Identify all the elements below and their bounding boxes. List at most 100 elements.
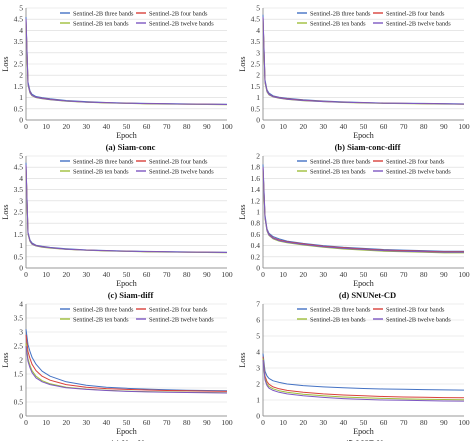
x-tick-label: 90 — [440, 418, 448, 427]
series-line — [25, 334, 228, 392]
series-line — [25, 19, 228, 105]
y-tick-label: 4 — [19, 26, 23, 35]
x-axis-label: Epoch — [353, 279, 373, 288]
y-tick-label: 1 — [256, 93, 260, 102]
x-tick-label: 40 — [103, 418, 111, 427]
y-tick-label: 2 — [19, 219, 23, 228]
x-axis-label: Epoch — [353, 131, 373, 140]
y-tick-label: 5 — [256, 4, 260, 13]
y-axis-label: Loss — [238, 204, 247, 219]
x-tick-label: 0 — [24, 122, 28, 131]
y-tick-label: 2.5 — [251, 60, 261, 69]
x-tick-label: 50 — [123, 418, 131, 427]
x-tick-label: 50 — [123, 270, 131, 279]
x-tick-label: 60 — [143, 418, 151, 427]
legend-label: Sentinel-2B ten bands — [73, 316, 129, 323]
y-tick-label: 4 — [19, 174, 23, 183]
x-tick-label: 60 — [143, 270, 151, 279]
x-tick-label: 20 — [299, 418, 307, 427]
y-tick-label: 1 — [19, 384, 23, 393]
y-tick-label: 2.5 — [14, 60, 24, 69]
x-tick-label: 10 — [42, 122, 50, 131]
x-tick-label: 90 — [440, 122, 448, 131]
x-tick-label: 70 — [400, 418, 408, 427]
x-tick-label: 80 — [420, 270, 428, 279]
legend-label: Sentinel-2B ten bands — [73, 168, 129, 175]
x-tick-label: 40 — [340, 418, 348, 427]
x-tick-label: 10 — [279, 270, 287, 279]
chart-panel: 00.511.522.533.544.550 10 20 30 40 50 60 70 80 90… — [238, 4, 470, 153]
y-tick-label: 0 — [256, 116, 260, 125]
y-tick-label: 2.5 — [14, 208, 24, 217]
x-tick-label: 70 — [163, 270, 171, 279]
y-axis-label: Loss — [1, 204, 10, 219]
y-tick-label: 5 — [256, 332, 260, 341]
series-line — [262, 356, 465, 399]
x-tick-label: 70 — [400, 270, 408, 279]
chart-panel: 00.20.40.60.811.21.41.61.820 10 20 30 40 50 60… — [238, 152, 470, 301]
x-tick-label: 60 — [380, 418, 388, 427]
x-tick-label: 70 — [400, 122, 408, 131]
y-tick-label: 0.8 — [251, 219, 261, 228]
legend-label: Sentinel-2B three bands — [73, 306, 134, 313]
chart-panel: 00.511.522.533.544.550 10 20 30 40 50 60 70 80 90… — [1, 152, 233, 301]
x-tick-label: 0 — [261, 418, 265, 427]
y-tick-label: 3 — [19, 328, 23, 337]
y-tick-label: 0.5 — [251, 104, 261, 113]
y-tick-label: 2 — [256, 380, 260, 389]
series-line — [262, 167, 464, 253]
x-tick-label: 100 — [458, 122, 470, 131]
y-tick-label: 3.5 — [251, 37, 261, 46]
legend-label: Sentinel-2B twelve bands — [386, 20, 451, 27]
y-tick-label: 5 — [19, 152, 23, 161]
y-tick-label: 1 — [256, 396, 260, 405]
y-axis-label: Loss — [238, 352, 247, 367]
x-tick-label: 90 — [203, 270, 211, 279]
x-tick-label: 100 — [221, 270, 233, 279]
x-tick-label: 100 — [458, 418, 470, 427]
y-tick-label: 2.5 — [14, 342, 24, 351]
x-tick-label: 70 — [163, 122, 171, 131]
y-tick-label: 3 — [19, 196, 23, 205]
x-tick-label: 80 — [183, 418, 191, 427]
legend-label: Sentinel-2B three bands — [73, 158, 134, 165]
x-tick-label: 80 — [420, 122, 428, 131]
panel-caption: (d) SNUNet-CD — [339, 290, 396, 300]
y-tick-label: 3 — [256, 364, 260, 373]
y-tick-label: 1.5 — [251, 82, 261, 91]
y-tick-label: 0.5 — [14, 398, 24, 407]
y-axis-label: Loss — [1, 56, 10, 71]
legend-label: Sentinel-2B four bands — [386, 306, 445, 313]
y-tick-label: 6 — [256, 316, 260, 325]
x-axis-label: Epoch — [116, 427, 136, 436]
x-tick-label: 50 — [360, 270, 368, 279]
y-tick-label: 3 — [19, 48, 23, 57]
y-tick-label: 1 — [256, 208, 260, 217]
y-tick-label: 1.2 — [251, 196, 261, 205]
y-tick-label: 4.5 — [14, 15, 24, 24]
x-axis-label: Epoch — [353, 427, 373, 436]
series-line — [25, 164, 228, 253]
x-tick-label: 40 — [340, 122, 348, 131]
series-line — [25, 162, 228, 253]
series-line — [262, 353, 465, 391]
legend-label: Sentinel-2B four bands — [149, 158, 208, 165]
y-tick-label: 3 — [256, 48, 260, 57]
x-tick-label: 90 — [203, 418, 211, 427]
x-axis-label: Epoch — [116, 131, 136, 140]
y-tick-label: 1.5 — [14, 370, 24, 379]
x-tick-label: 20 — [62, 270, 70, 279]
y-tick-label: 0 — [19, 264, 23, 273]
series-line — [262, 167, 464, 253]
x-tick-label: 0 — [24, 418, 28, 427]
x-tick-label: 70 — [163, 418, 171, 427]
x-tick-label: 90 — [203, 122, 211, 131]
series-line — [262, 164, 464, 252]
series-line — [25, 167, 228, 254]
x-tick-label: 30 — [320, 122, 328, 131]
legend-label: Sentinel-2B four bands — [149, 306, 208, 313]
x-tick-label: 20 — [299, 122, 307, 131]
panel-caption: (e) NestNet — [110, 438, 151, 441]
series-line — [262, 359, 465, 402]
